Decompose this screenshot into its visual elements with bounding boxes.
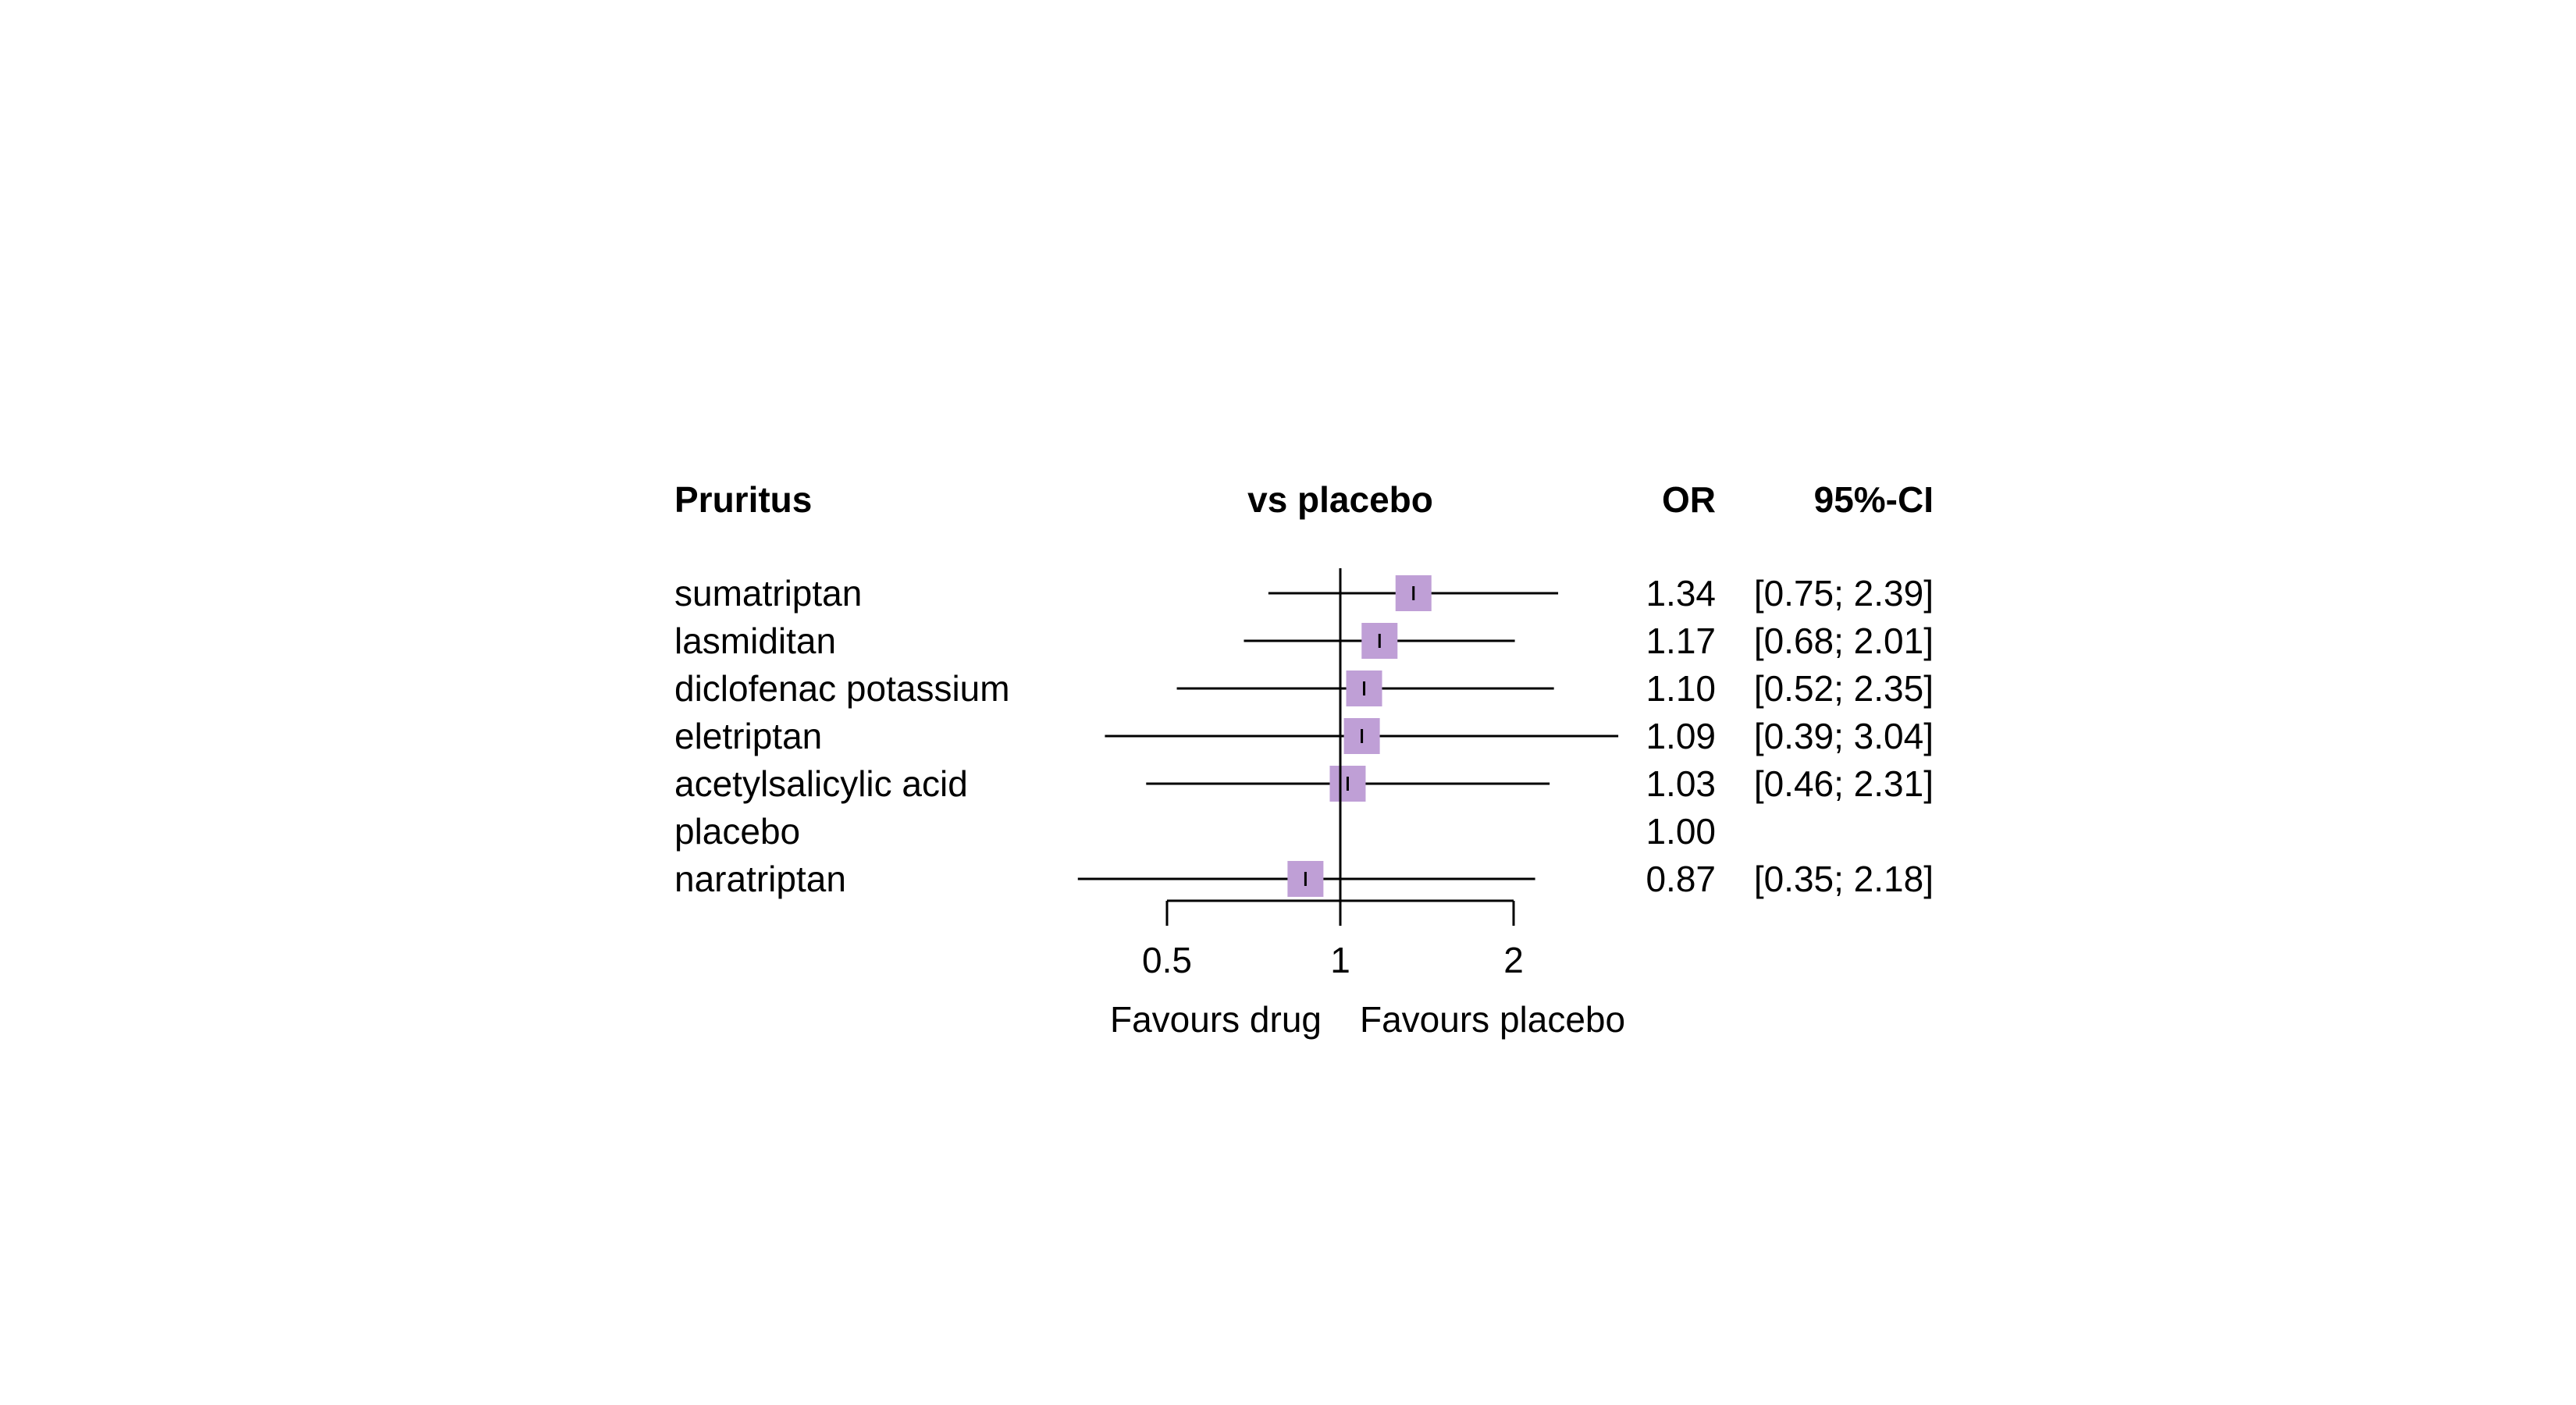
or-value: 1.17 — [1646, 621, 1716, 661]
favours-placebo-label: Favours placebo — [1360, 999, 1625, 1040]
x-tick-label: 1 — [1330, 940, 1350, 980]
study-row: eletriptan 1.09 [0.39; 3.04] — [674, 716, 1934, 756]
study-rows: sumatriptan 1.34 [0.75; 2.39] lasmiditan 1.1… — [674, 573, 1934, 899]
study-label: naratriptan — [674, 859, 846, 899]
ci-value: [0.39; 3.04] — [1754, 716, 1934, 756]
study-row: sumatriptan 1.34 [0.75; 2.39] — [674, 573, 1934, 614]
ci-column-header: 95%-CI — [1814, 479, 1934, 520]
or-value: 1.09 — [1646, 716, 1716, 756]
study-label: placebo — [674, 811, 800, 852]
ci-value: [0.52; 2.35] — [1754, 668, 1934, 709]
or-value: 0.87 — [1646, 859, 1716, 899]
chart-title: Pruritus — [674, 479, 812, 520]
favours-drug-label: Favours drug — [1110, 999, 1322, 1040]
x-tick-label: 2 — [1503, 940, 1524, 980]
or-value: 1.10 — [1646, 668, 1716, 709]
x-tick-label: 0.5 — [1142, 940, 1192, 980]
study-row: acetylsalicylic acid 1.03 [0.46; 2.31] — [674, 763, 1934, 804]
or-value: 1.03 — [1646, 763, 1716, 804]
or-value: 1.34 — [1646, 573, 1716, 614]
or-value: 1.00 — [1646, 811, 1716, 852]
study-label: lasmiditan — [674, 621, 836, 661]
x-axis: 0.5 1 2 — [1142, 899, 1524, 980]
study-label: eletriptan — [674, 716, 822, 756]
ci-value: [0.46; 2.31] — [1754, 763, 1934, 804]
study-label: sumatriptan — [674, 573, 862, 614]
study-label: acetylsalicylic acid — [674, 763, 968, 804]
study-row: lasmiditan 1.17 [0.68; 2.01] — [674, 621, 1934, 661]
plot-column-header: vs placebo — [1247, 479, 1433, 520]
ci-value: [0.68; 2.01] — [1754, 621, 1934, 661]
ci-value: [0.35; 2.18] — [1754, 859, 1934, 899]
ci-value: [0.75; 2.39] — [1754, 573, 1934, 614]
study-row: diclofenac potassium 1.10 [0.52; 2.35] — [674, 668, 1934, 709]
or-column-header: OR — [1662, 479, 1716, 520]
study-row: placebo 1.00 — [674, 811, 1716, 852]
study-label: diclofenac potassium — [674, 668, 1010, 709]
study-row: naratriptan 0.87 [0.35; 2.18] — [674, 859, 1934, 899]
